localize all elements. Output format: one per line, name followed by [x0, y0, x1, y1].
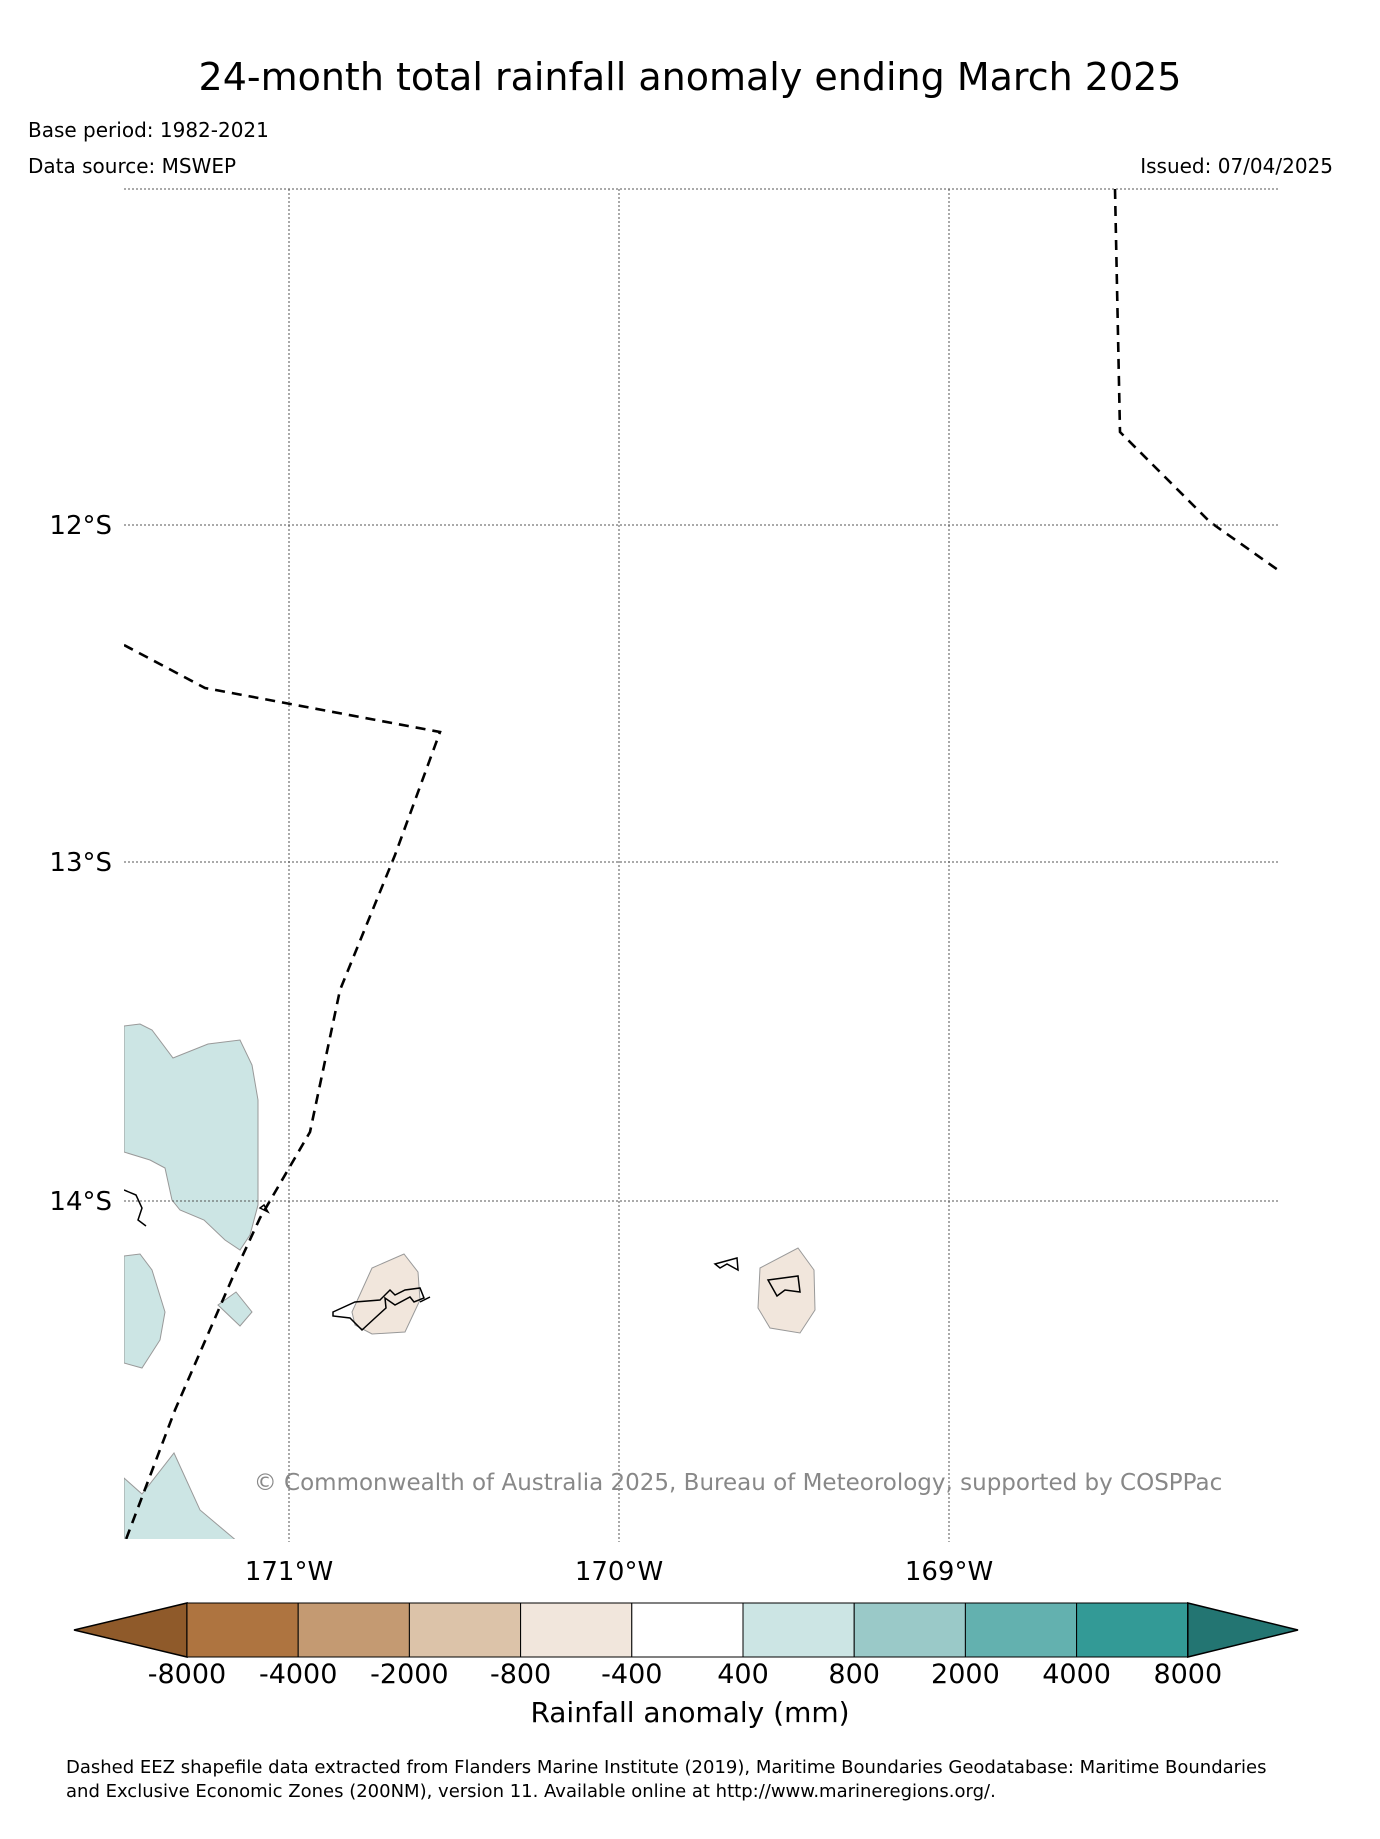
colorbar-tick-label: -8000 [148, 1659, 226, 1690]
colorbar-tick-label: 800 [828, 1659, 880, 1690]
map-title: 24-month total rainfall anomaly ending M… [199, 55, 1182, 99]
map-area: 12°S 13°S 14°S 171°W 170°W 169°W © Commo… [49, 188, 1278, 1587]
colorbar-tick-label: -400 [601, 1659, 662, 1690]
colorbar-extend-high [1187, 1602, 1299, 1658]
colorbar-tick-label: 400 [717, 1659, 769, 1690]
colorbar-tick-label: -800 [490, 1659, 551, 1690]
colorbar-segment [520, 1602, 633, 1658]
lat-label-13s: 13°S [49, 848, 112, 878]
colorbar: -8000 -4000 -2000 -800 -400 400 800 2000 4000 800… [73, 1602, 1299, 1729]
colorbar-extend-low [73, 1602, 188, 1658]
colorbar-segment [631, 1602, 744, 1658]
colorbar-tick-label: 8000 [1153, 1659, 1222, 1690]
lat-label-12s: 12°S [49, 511, 112, 541]
gridlines [124, 188, 1278, 1542]
lon-label-169w: 169°W [905, 1557, 993, 1587]
colorbar-segment [964, 1602, 1078, 1658]
lat-label-14s: 14°S [49, 1187, 112, 1217]
anomaly-region-teal-small-island [217, 1291, 253, 1327]
footer-line-2: and Exclusive Economic Zones (200NM), ve… [66, 1781, 996, 1802]
anomaly-region-teal-south [124, 1452, 236, 1539]
lon-label-170w: 170°W [575, 1557, 663, 1587]
lon-label-171w: 171°W [245, 1557, 333, 1587]
colorbar-segment [408, 1602, 522, 1658]
colorbar-segment [297, 1602, 410, 1658]
colorbar-tick-label: -4000 [259, 1659, 337, 1690]
copyright-notice: © Commonwealth of Australia 2025, Bureau… [254, 1470, 1223, 1496]
colorbar-segment [853, 1602, 966, 1658]
colorbar-tick-label: -2000 [370, 1659, 448, 1690]
colorbar-segment [1076, 1602, 1189, 1658]
colorbar-tick-label: 2000 [931, 1659, 1000, 1690]
issued-date-label: Issued: 07/04/2025 [1140, 154, 1333, 178]
anomaly-region-teal-savaii-south [124, 1253, 166, 1369]
anomaly-region-teal-upolu [124, 1023, 259, 1251]
colorbar-label: Rainfall anomaly (mm) [530, 1696, 849, 1729]
data-source-label: Data source: MSWEP [28, 154, 236, 178]
colorbar-tick-label: 4000 [1042, 1659, 1111, 1690]
coastlines [124, 1189, 801, 1332]
footer-line-1: Dashed EEZ shapefile data extracted from… [66, 1757, 1267, 1778]
eez-boundaries [124, 189, 1278, 1539]
base-period-label: Base period: 1982-2021 [28, 118, 269, 142]
colorbar-segment [742, 1602, 855, 1658]
colorbar-segment [186, 1602, 299, 1658]
